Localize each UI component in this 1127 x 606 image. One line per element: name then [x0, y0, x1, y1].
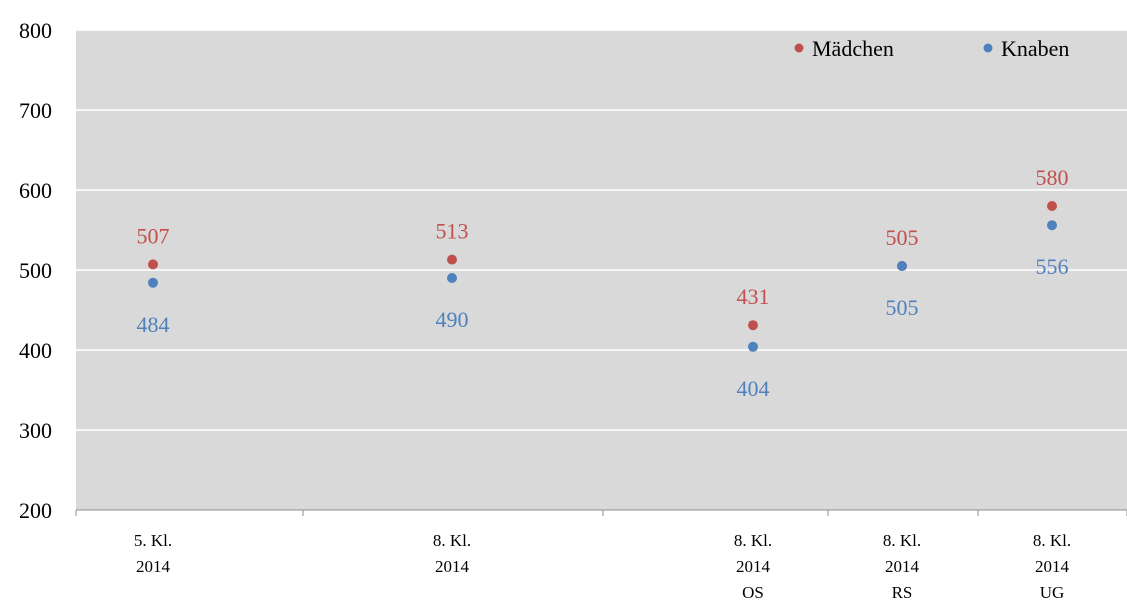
- data-label: 404: [737, 376, 770, 401]
- legend-label: Mädchen: [812, 36, 894, 61]
- data-label: 505: [886, 225, 919, 250]
- axes: [75, 509, 1127, 516]
- gridlines: [76, 29, 1127, 431]
- y-tick-label: 600: [19, 178, 52, 203]
- data-point: [1047, 220, 1057, 231]
- y-tick-label: 500: [19, 258, 52, 283]
- data-point: [748, 341, 758, 352]
- data-label: 431: [737, 284, 770, 309]
- data-points: [148, 201, 1057, 352]
- data-label: 484: [137, 312, 170, 337]
- x-tick-label: 8. Kl. 2014 OS: [734, 531, 772, 602]
- x-tick-label: 8. Kl. 2014: [433, 531, 471, 576]
- legend-marker: [794, 43, 804, 53]
- y-tick-label: 200: [19, 498, 52, 523]
- data-point: [897, 261, 907, 271]
- x-tick-label: 8. Kl. 2014 UG: [1033, 531, 1071, 602]
- legend-label: Knaben: [1001, 36, 1069, 61]
- data-point: [1047, 201, 1057, 211]
- data-label: 507: [137, 223, 170, 248]
- data-label: 505: [886, 295, 919, 320]
- data-point: [447, 254, 457, 265]
- legend-marker: [983, 43, 993, 53]
- x-tick-label: 8. Kl. 2014 RS: [883, 531, 921, 602]
- legend: Mädchen Knaben: [794, 36, 1069, 61]
- data-label: 556: [1036, 254, 1069, 279]
- data-label: 513: [436, 219, 469, 244]
- data-point: [148, 277, 158, 288]
- y-tick-label: 400: [19, 338, 52, 363]
- data-point: [748, 320, 758, 331]
- data-label: 490: [436, 307, 469, 332]
- y-tick-label: 300: [19, 418, 52, 443]
- x-tick-label: 5. Kl. 2014: [134, 531, 172, 576]
- x-axis-ticks: 5. Kl. 2014 8. Kl. 2014 8. Kl. 2014 OS 8. Kl. 20…: [134, 531, 1071, 602]
- data-point: [447, 273, 457, 283]
- y-tick-label: 800: [19, 18, 52, 43]
- data-point: [148, 259, 158, 270]
- data-label: 580: [1036, 165, 1069, 190]
- y-tick-label: 700: [19, 98, 52, 123]
- data-labels: 507 513 431 505 580 484 490 404 505 556: [137, 165, 1069, 401]
- y-axis-ticks: 200 300 400 500 600 700 800: [19, 18, 52, 523]
